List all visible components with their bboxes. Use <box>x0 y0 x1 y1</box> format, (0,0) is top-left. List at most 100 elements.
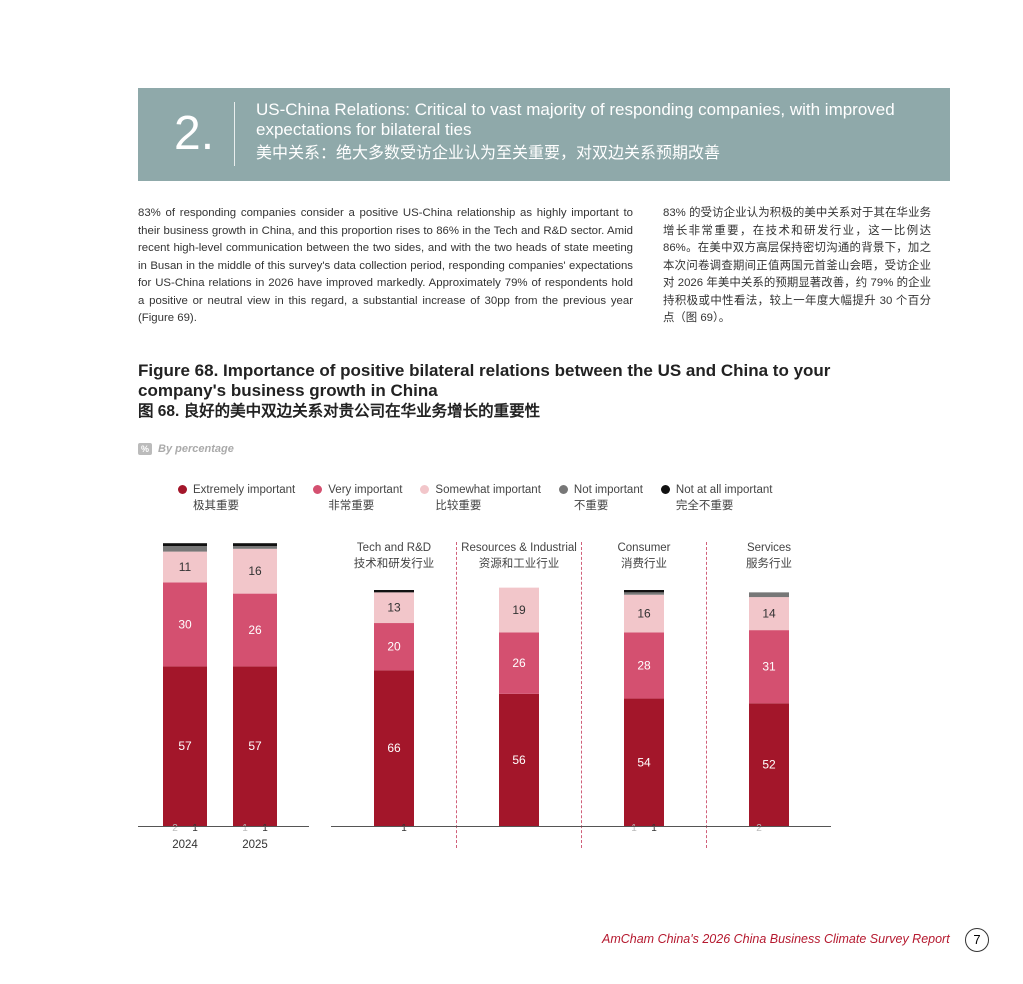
data-label: 52 <box>762 758 776 772</box>
divider <box>234 102 235 166</box>
data-label: 1 <box>631 823 637 834</box>
data-label: 31 <box>762 660 776 674</box>
page-number: 7 <box>965 928 989 952</box>
bar-segment <box>749 703 789 826</box>
divider <box>456 542 457 848</box>
data-label: 1 <box>242 823 248 834</box>
category-label-zh: 消费行业 <box>621 558 667 570</box>
category-label: Services 服务行业 <box>709 540 829 572</box>
category-label: Resources & Industrial 资源和工业行业 <box>459 540 579 572</box>
data-label: 57 <box>178 739 192 753</box>
bar-segment <box>624 698 664 826</box>
legend-label-en: Very important <box>328 484 403 496</box>
category-label-en: Services <box>746 542 792 554</box>
year-label: 2024 <box>172 839 198 851</box>
data-label: 1 <box>262 823 268 834</box>
legend-swatch <box>558 485 568 494</box>
body-text-zh: 83% 的受访企业认为积极的美中关系对于其在华业务增长非常重要，在技术和研发行业… <box>663 207 931 324</box>
data-label: 2 <box>756 823 762 834</box>
year-label: 2025 <box>242 839 268 851</box>
data-label: 30 <box>178 617 192 631</box>
category-label-en: Resources & Industrial <box>461 542 577 554</box>
bar-segment <box>374 590 414 593</box>
bar-segment <box>163 551 207 583</box>
data-label: 20 <box>387 640 401 654</box>
bar-segment <box>163 582 207 667</box>
bar-segment <box>749 630 789 704</box>
data-label: 26 <box>512 656 526 670</box>
data-label: 14 <box>762 607 776 621</box>
data-label: 54 <box>637 755 651 769</box>
section-title-en: US-China Relations: Critical to vast maj… <box>256 100 895 139</box>
legend-label-en: Not important <box>573 484 643 496</box>
data-label: 66 <box>387 741 401 755</box>
data-label: 16 <box>248 564 262 578</box>
section-number: 2. <box>174 107 215 160</box>
bar-segment <box>374 670 414 826</box>
data-label: 28 <box>637 659 651 673</box>
bar-segment <box>624 632 664 699</box>
legend-item: Somewhat important 比较重要 <box>420 482 541 514</box>
bar-segment <box>163 666 207 826</box>
x-axis <box>138 826 309 827</box>
bar-segment <box>374 592 414 624</box>
x-axis <box>331 826 831 827</box>
legend: Extremely important 极其重要 Very important 非常重… <box>178 482 772 514</box>
category-label-zh: 技术和研发行业 <box>353 558 435 570</box>
data-label: 19 <box>512 603 526 617</box>
category-label: Consumer 消费行业 <box>584 540 704 572</box>
category-label-en: Tech and R&D <box>356 542 432 554</box>
legend-label-en: Extremely important <box>193 484 296 496</box>
bar-segment <box>499 693 539 826</box>
unit-label: By percentage <box>158 443 234 455</box>
bar-segment <box>749 592 789 598</box>
figure-title-zh: 图 68. 良好的美中双边关系对贵公司在华业务增长的重要性 <box>138 403 541 420</box>
data-label: 2 <box>172 823 178 834</box>
bar-segment <box>163 543 207 546</box>
bar-segment <box>163 546 207 552</box>
legend-label-en: Not at all important <box>675 484 773 496</box>
legend-label-zh: 极其重要 <box>193 500 239 512</box>
body-text-en: 83% of responding companies consider a p… <box>138 207 633 324</box>
legend-swatch <box>313 485 323 494</box>
legend-swatch <box>420 485 430 494</box>
legend-label-zh: 完全不重要 <box>675 500 734 512</box>
data-label: 1 <box>651 823 657 834</box>
category-label-zh: 服务行业 <box>746 558 792 570</box>
footer-report-title: AmCham China's 2026 China Business Clima… <box>602 932 950 946</box>
legend-swatch <box>178 485 187 494</box>
legend-label-zh: 不重要 <box>573 500 609 512</box>
data-label: 1 <box>401 823 407 834</box>
data-label: 26 <box>248 623 262 637</box>
section-title-zh: 美中关系：绝大多数受访企业认为至关重要，对双边关系预期改善 <box>256 145 721 162</box>
bar-segment <box>233 548 277 594</box>
bar-segment <box>499 632 539 694</box>
legend-label-en: Somewhat important <box>435 484 541 496</box>
divider <box>581 542 582 848</box>
category-label-en: Consumer <box>617 542 671 554</box>
data-label: 1 <box>192 823 198 834</box>
bar-segment <box>233 543 277 546</box>
bar-segment <box>233 546 277 549</box>
bar-segment <box>624 594 664 633</box>
bar-segment <box>233 593 277 667</box>
data-label: 56 <box>512 753 526 767</box>
percent-badge: % <box>138 443 153 455</box>
category-label: Tech and R&D 技术和研发行业 <box>334 540 454 572</box>
legend-item: Not at all important 完全不重要 <box>660 482 773 514</box>
figure-title-en: Figure 68. Importance of positive bilate… <box>138 361 831 400</box>
legend-item: Extremely important 极其重要 <box>178 482 295 514</box>
data-label: 16 <box>637 607 651 621</box>
legend-label-zh: 非常重要 <box>328 500 375 512</box>
bar-segment <box>374 623 414 671</box>
legend-swatch <box>660 485 670 494</box>
bar-segment <box>749 597 789 631</box>
section-banner: 2. US-China Relations: Critical to vast … <box>138 88 950 181</box>
legend-label-zh: 比较重要 <box>435 500 482 512</box>
legend-item: Not important 不重要 <box>558 482 643 514</box>
data-label: 57 <box>248 739 262 753</box>
data-label: 11 <box>179 560 192 574</box>
data-label: 13 <box>387 601 401 615</box>
bar-segment <box>233 666 277 826</box>
